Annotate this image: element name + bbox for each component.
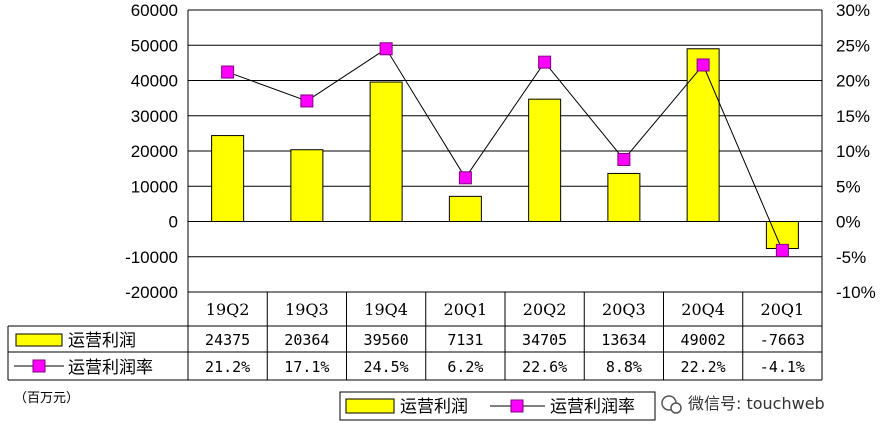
table-cell-profit: 39560 (364, 331, 409, 349)
y2-tick-label: 0% (836, 213, 861, 232)
category-label: 19Q4 (364, 300, 408, 319)
y-tick-label: 0 (169, 213, 178, 232)
y-tick-label: -10000 (125, 248, 178, 267)
y-tick-label: 10000 (131, 177, 178, 196)
table-row-label: 运营利润率 (68, 358, 153, 378)
bar (528, 98, 562, 222)
y2-tick-label: 15% (836, 107, 870, 126)
table-cell-margin: 17.1% (284, 358, 329, 376)
legend-bar-swatch (345, 398, 395, 414)
margin-marker (538, 55, 552, 69)
bar (448, 195, 482, 222)
bar (369, 81, 403, 223)
y-tick-label: -20000 (125, 283, 178, 302)
legend-line-label: 运营利润率 (550, 397, 635, 417)
legend-bar-label: 运营利润 (400, 397, 468, 417)
category-label: 20Q2 (523, 300, 567, 319)
bar (686, 48, 720, 223)
table-line-marker (32, 359, 46, 373)
table-cell-margin: 6.2% (447, 358, 483, 376)
left-axis-ticks: 60000 50000 40000 30000 20000 10000 0 -10000 -20… (125, 1, 178, 302)
y2-tick-label: -10% (836, 283, 876, 302)
y-tick-label: 30000 (131, 107, 178, 126)
table-cell-profit: 7131 (447, 331, 483, 349)
gridlines (187, 9, 823, 293)
bar (211, 135, 245, 222)
table-cell-profit: 49002 (681, 331, 726, 349)
margin-marker (696, 58, 710, 72)
table-bar-swatch (15, 333, 63, 347)
category-label: 19Q3 (285, 300, 329, 319)
table-cell-profit: 24375 (205, 331, 250, 349)
margin-marker (379, 42, 393, 56)
table-cell-margin: 8.8% (606, 358, 642, 376)
bar-series-operating-profit (211, 48, 799, 250)
table-cell-margin: 24.5% (364, 358, 409, 376)
y-tick-label: 60000 (131, 1, 178, 20)
margin-line (227, 48, 783, 251)
y2-tick-label: -5% (836, 248, 866, 267)
table-cell-margin: 22.6% (522, 358, 567, 376)
category-label: 20Q1 (444, 300, 488, 319)
y-tick-label: 50000 (131, 36, 178, 55)
margin-marker (458, 171, 472, 185)
bar (607, 172, 641, 223)
table-cell-profit: 13634 (601, 331, 646, 349)
watermark: 微信号: touchweb (661, 394, 825, 414)
table-cell-margin: -4.1% (760, 358, 805, 376)
category-label: 20Q1 (761, 300, 805, 319)
data-table: 19Q2 19Q3 19Q4 20Q1 20Q2 20Q3 20Q4 20Q1 运营利润运营利润… (7, 291, 823, 381)
table-row-label: 运营利润 (68, 331, 136, 351)
table-cell-margin: 21.2% (205, 358, 250, 376)
table-cell-profit: 20364 (284, 331, 329, 349)
watermark-text: 微信号: touchweb (688, 394, 825, 413)
margin-marker (617, 152, 631, 166)
legend-line-marker (510, 399, 524, 413)
y2-tick-label: 5% (836, 177, 861, 196)
y2-tick-label: 20% (836, 72, 870, 91)
right-axis-ticks: 30% 25% 20% 15% 10% 5% 0% -5% -10% (836, 1, 876, 302)
margin-marker (221, 65, 235, 79)
y-tick-label: 40000 (131, 72, 178, 91)
table-cell-profit: 34705 (522, 331, 567, 349)
category-label: 20Q4 (681, 300, 725, 319)
y2-tick-label: 25% (836, 36, 870, 55)
table-cell-margin: 22.2% (681, 358, 726, 376)
wechat-icon-small (670, 402, 682, 414)
legend: 运营利润 运营利润率 (339, 391, 656, 421)
bar (290, 149, 324, 222)
y2-tick-label: 10% (836, 142, 870, 161)
y-tick-label: 20000 (131, 142, 178, 161)
y2-tick-label: 30% (836, 1, 870, 20)
table-cell-profit: -7663 (760, 331, 805, 349)
line-series-operating-margin (221, 42, 789, 257)
unit-note: （百万元） (14, 391, 79, 406)
category-label: 20Q3 (602, 300, 646, 319)
margin-marker (300, 94, 314, 108)
margin-marker (775, 243, 789, 257)
category-label: 19Q2 (206, 300, 250, 319)
